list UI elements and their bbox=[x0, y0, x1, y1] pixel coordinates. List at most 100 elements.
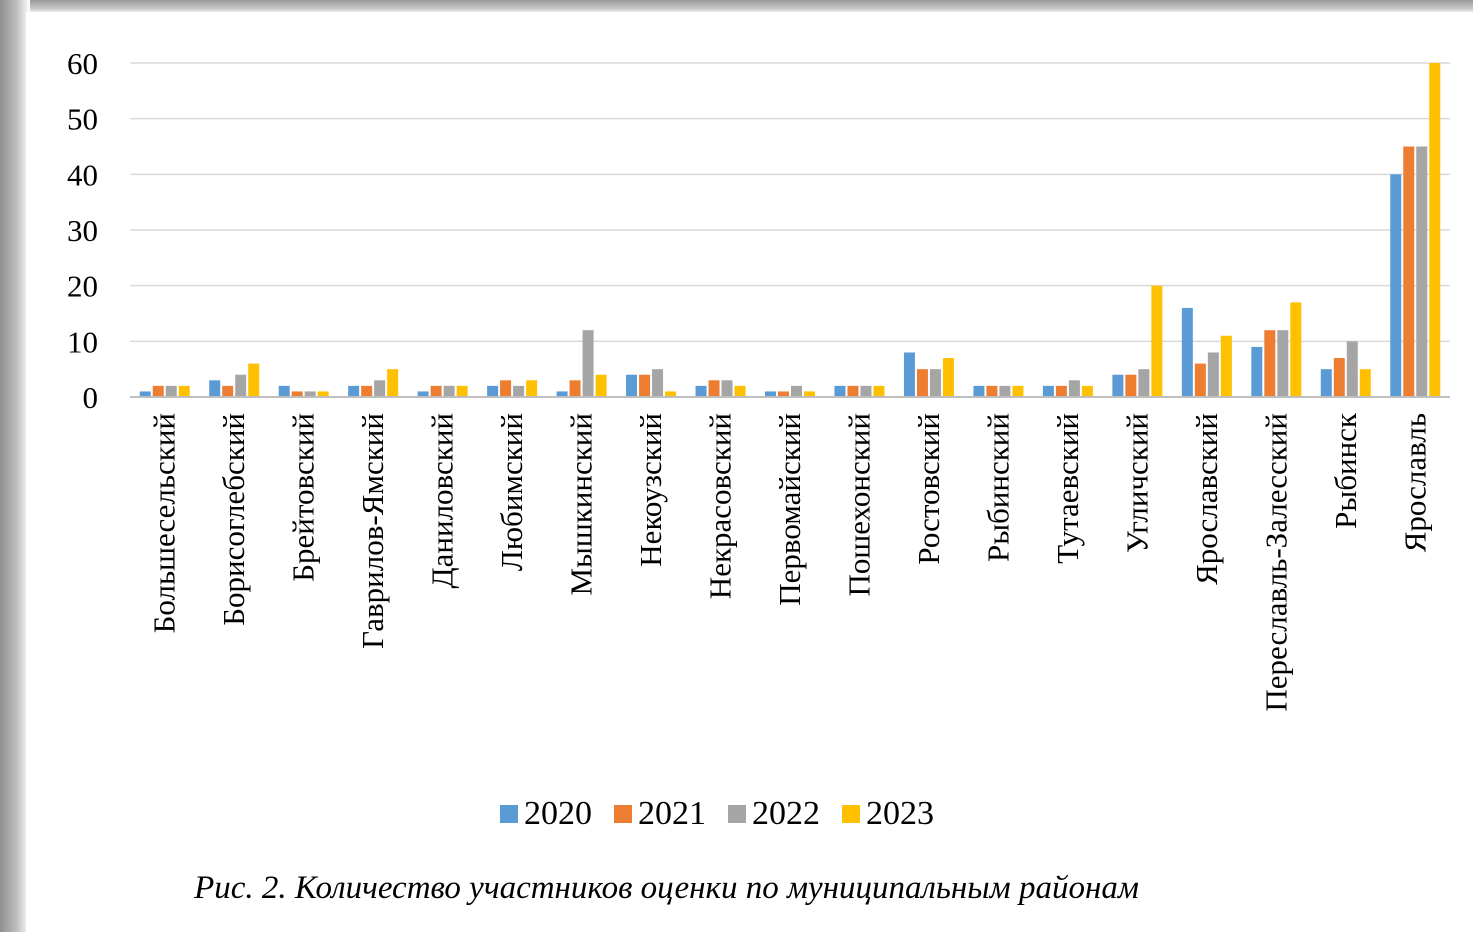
bar-2022 bbox=[443, 385, 455, 397]
bar-2021 bbox=[639, 374, 651, 397]
y-tick-label: 30 bbox=[67, 213, 98, 248]
bar-2022 bbox=[1207, 352, 1219, 397]
legend-label: 2022 bbox=[752, 795, 820, 832]
bar-2020 bbox=[834, 385, 846, 397]
bar-2021 bbox=[1125, 374, 1137, 397]
bar-2022 bbox=[1277, 330, 1289, 397]
bar-2021 bbox=[152, 385, 164, 397]
bar-2022 bbox=[1416, 146, 1428, 397]
category-label: Тутаевский bbox=[1050, 413, 1085, 564]
y-tick-label: 50 bbox=[67, 102, 98, 137]
bar-2020 bbox=[278, 385, 290, 397]
bar-2020 bbox=[1112, 374, 1124, 397]
legend-item: 2020 bbox=[500, 795, 592, 833]
legend-swatch bbox=[614, 805, 632, 823]
bar-2021 bbox=[986, 385, 998, 397]
bar-2020 bbox=[139, 391, 151, 397]
bar-2020 bbox=[1390, 174, 1402, 397]
y-tick-label: 20 bbox=[67, 269, 98, 304]
legend: 2020 2021 2022 2023 bbox=[500, 794, 946, 834]
legend-item: 2022 bbox=[728, 795, 820, 833]
frame-shadow-top bbox=[0, 0, 1473, 14]
bar-2021 bbox=[500, 380, 512, 397]
category-label: Борисоглебский bbox=[216, 413, 251, 626]
legend-item: 2021 bbox=[614, 795, 706, 833]
category-label: Первомайский bbox=[772, 413, 807, 606]
bar-2022 bbox=[165, 385, 177, 397]
gridlines bbox=[130, 62, 1450, 343]
category-label: Даниловский bbox=[425, 413, 460, 589]
bar-2023 bbox=[317, 391, 329, 397]
bar-2023 bbox=[1290, 302, 1302, 397]
bar-2023 bbox=[1081, 385, 1093, 397]
bar-2023 bbox=[734, 385, 746, 397]
frame-shadow-left bbox=[0, 0, 30, 932]
bar-2021 bbox=[1055, 385, 1067, 397]
category-label: Пошехонский bbox=[841, 413, 876, 597]
bar-2020 bbox=[626, 374, 638, 397]
bar-2021 bbox=[778, 391, 789, 397]
category-label: Некрасовский bbox=[703, 413, 738, 599]
category-label: Ростовский bbox=[911, 413, 946, 565]
bar-2022 bbox=[374, 380, 386, 397]
bars bbox=[139, 63, 1441, 397]
bar-2023 bbox=[1220, 335, 1232, 397]
bar-2020 bbox=[348, 385, 360, 397]
bar-2021 bbox=[569, 380, 581, 397]
category-labels: Большесельский Борисоглебский Брейтовский Г… bbox=[147, 412, 1433, 712]
bar-2021 bbox=[708, 380, 720, 397]
bar-2020 bbox=[1181, 307, 1193, 397]
bar-2022 bbox=[791, 385, 802, 397]
bar-2021 bbox=[1333, 358, 1345, 397]
bar-2021 bbox=[1194, 363, 1206, 397]
bar-2020 bbox=[209, 380, 221, 397]
bar-2022 bbox=[304, 391, 316, 397]
legend-swatch bbox=[728, 805, 746, 823]
y-tick-label: 40 bbox=[67, 157, 98, 192]
bar-2020 bbox=[973, 385, 985, 397]
bar-2023 bbox=[804, 391, 815, 397]
bar-2020 bbox=[556, 391, 568, 397]
bar-2022 bbox=[235, 374, 247, 397]
bar-2023 bbox=[595, 374, 607, 397]
legend-swatch bbox=[842, 805, 860, 823]
bar-2022 bbox=[513, 385, 525, 397]
bar-2020 bbox=[695, 385, 707, 397]
bar-2023 bbox=[526, 380, 538, 397]
bar-2023 bbox=[387, 369, 399, 397]
legend-label: 2020 bbox=[524, 795, 592, 832]
y-axis-ticks: 0 10 20 30 40 50 60 bbox=[67, 46, 98, 415]
category-label: Большесельский bbox=[147, 413, 182, 633]
chart-panel bbox=[26, 12, 1473, 932]
category-label: Ярославский bbox=[1189, 413, 1224, 585]
bar-2022 bbox=[1138, 369, 1150, 397]
bar-2021 bbox=[1264, 330, 1276, 397]
bar-2021 bbox=[430, 385, 442, 397]
category-label: Брейтовский bbox=[286, 413, 321, 582]
bar-2023 bbox=[456, 385, 468, 397]
bar-2023 bbox=[665, 391, 677, 397]
bar-2023 bbox=[873, 385, 885, 397]
bar-2022 bbox=[652, 369, 664, 397]
bar-2021 bbox=[1403, 146, 1415, 397]
legend-item: 2023 bbox=[842, 795, 934, 833]
category-label: Ярославль bbox=[1397, 413, 1432, 552]
bar-chart: 0 10 20 30 40 50 60 Большесельский Борисоглебск… bbox=[67, 46, 1450, 712]
category-label: Гаврилов-Ямский bbox=[355, 413, 390, 649]
bar-2023 bbox=[1429, 63, 1441, 397]
category-label: Некоузский bbox=[633, 413, 668, 567]
bar-2021 bbox=[847, 385, 859, 397]
bar-2022 bbox=[860, 385, 872, 397]
bar-2023 bbox=[1359, 369, 1371, 397]
bar-2020 bbox=[1251, 346, 1263, 397]
bar-2020 bbox=[487, 385, 499, 397]
bar-2022 bbox=[929, 369, 941, 397]
bar-2022 bbox=[721, 380, 733, 397]
y-tick-label: 0 bbox=[83, 380, 99, 415]
category-label: Угличский bbox=[1119, 413, 1154, 553]
bar-2020 bbox=[1042, 385, 1054, 397]
bar-2022 bbox=[582, 330, 594, 397]
legend-swatch bbox=[500, 805, 518, 823]
bar-2023 bbox=[248, 363, 260, 397]
